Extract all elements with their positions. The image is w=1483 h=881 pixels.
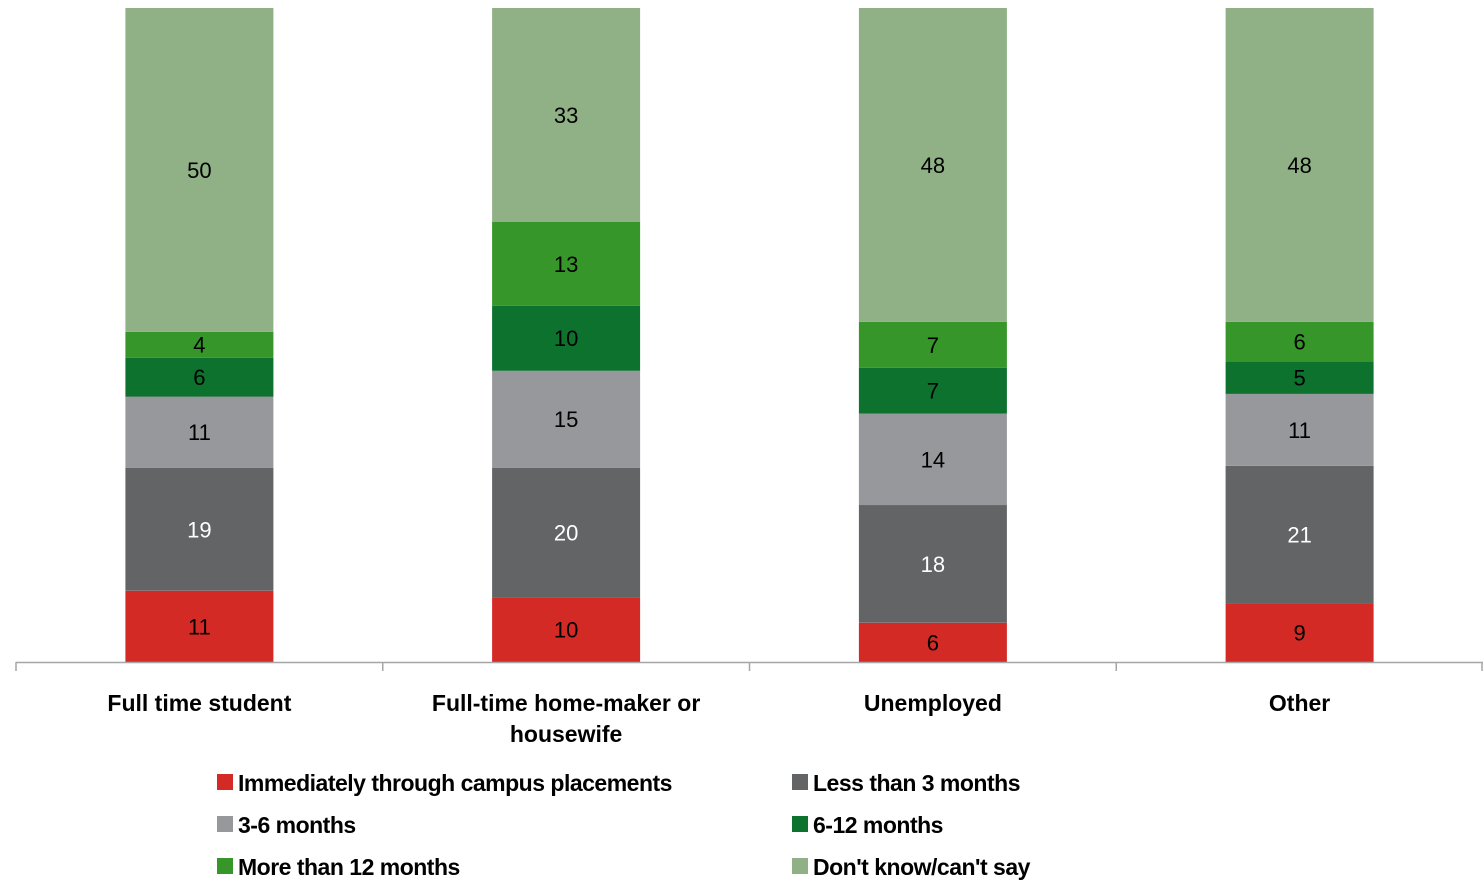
legend-swatch [217,858,233,874]
data-label: 33 [554,103,578,128]
legend-swatch [792,816,808,832]
data-label: 21 [1287,523,1311,548]
data-label: 15 [554,407,578,432]
bar-stack-full-time-home-maker-or-housewife: 10 20 15 10 13 33 [492,8,641,662]
legend-label: Don't know/can't say [813,854,1031,880]
category-label: Full-time home-maker or housewife [432,690,700,747]
bar-segment-full-time-student-6-12-months [125,357,274,397]
bar-segment-other-don-t-know-can-t-say [1225,8,1374,322]
data-label: 48 [1287,153,1311,178]
bar-segment-other-less-than-3-months [1225,465,1374,604]
data-label: 50 [187,158,211,183]
bar-stack-unemployed: 6 18 14 7 7 48 [858,8,1007,662]
bar-segment-other-more-than-12-months [1225,321,1374,362]
bars-layer: 11 19 11 6 4 50 10 20 15 10 13 33 6 18 14 7 7 48 9 21 11 5 6 48 [125,8,1374,662]
bar-stack-full-time-student: 11 19 11 6 4 50 [125,8,274,662]
category-label-line: housewife [510,721,622,747]
data-label: 6 [1293,330,1305,355]
bar-segment-unemployed-less-than-3-months [858,505,1007,623]
legend-label: 3-6 months [238,812,356,838]
bar-segment-unemployed-more-than-12-months [858,321,1007,368]
bar-segment-full-time-student-don-t-know-can-t-say [125,8,274,332]
data-label: 11 [1288,418,1311,443]
bar-segment-other-immediately-through-campus-placements [1225,603,1374,662]
data-label: 20 [554,521,578,546]
category-label-line: Other [1269,690,1330,716]
legend-label: More than 12 months [238,854,460,880]
legend-item-more-than-12-months: More than 12 months [217,854,460,880]
legend-item-6-12-months: 6-12 months [792,812,943,838]
legend: Immediately through campus placements Les… [217,770,1031,880]
bar-segment-unemployed-immediately-through-campus-placements [858,622,1007,662]
category-labels: Full time student Full-time home-maker or… [107,690,1330,747]
bar-segment-full-time-home-maker-or-housewife-immediately-through-campus-placements [492,597,641,662]
legend-label: 6-12 months [813,812,943,838]
category-label-line: Full-time home-maker or [432,690,700,716]
bar-segment-unemployed-6-12-months [858,367,1007,414]
data-label: 11 [188,614,211,639]
bar-segment-other-6-12-months [1225,361,1374,394]
bar-segment-other-3-6-months [1225,393,1374,466]
bar-segment-full-time-student-immediately-through-campus-placements [125,590,274,662]
data-label: 5 [1293,366,1305,391]
legend-item-don-t-know-can-t-say: Don't know/can't say [792,854,1031,880]
bar-segment-full-time-home-maker-or-housewife-more-than-12-months [492,221,641,306]
category-label: Unemployed [864,690,1002,716]
bar-segment-full-time-student-less-than-3-months [125,467,274,591]
legend-swatch [792,774,808,790]
legend-label: Less than 3 months [813,770,1020,796]
data-label: 19 [187,517,211,542]
data-label: 10 [554,618,578,643]
bar-segment-full-time-home-maker-or-housewife-6-12-months [492,305,641,371]
data-label: 7 [927,333,939,358]
bar-segment-full-time-student-3-6-months [125,396,274,468]
category-label-line: Full time student [107,690,291,716]
data-label: 4 [193,333,205,358]
legend-item-less-than-3-months: Less than 3 months [792,770,1020,796]
bar-segment-full-time-home-maker-or-housewife-3-6-months [492,370,641,468]
data-label: 13 [554,252,578,277]
bar-segment-full-time-home-maker-or-housewife-less-than-3-months [492,467,641,598]
legend-swatch [792,858,808,874]
category-label-line: Unemployed [864,690,1002,716]
data-label: 18 [921,552,945,577]
bar-stack-other: 9 21 11 5 6 48 [1225,8,1374,662]
x-axis [15,661,1483,671]
legend-label: Immediately through campus placements [238,770,672,796]
bar-segment-unemployed-don-t-know-can-t-say [858,8,1007,322]
category-label: Other [1269,690,1330,716]
bar-segment-full-time-home-maker-or-housewife-don-t-know-can-t-say [492,8,641,222]
data-label: 48 [921,153,945,178]
category-label: Full time student [107,690,291,716]
legend-swatch [217,774,233,790]
bar-segment-unemployed-3-6-months [858,413,1007,506]
data-label: 7 [927,379,939,404]
bar-segment-full-time-student-more-than-12-months [125,331,274,358]
data-label: 10 [554,326,578,351]
data-label: 14 [921,447,945,472]
legend-swatch [217,816,233,832]
data-label: 9 [1293,621,1305,646]
legend-item-3-6-months: 3-6 months [217,812,356,838]
legend-item-immediately-through-campus-placements: Immediately through campus placements [217,770,672,796]
data-label: 11 [188,420,211,445]
data-label: 6 [193,365,205,390]
data-label: 6 [927,630,939,655]
